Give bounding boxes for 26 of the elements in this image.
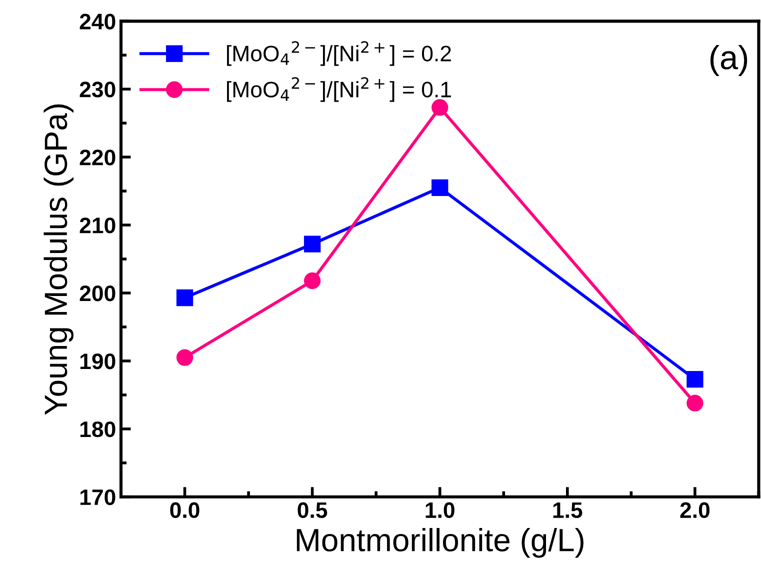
- y-tick-label: 200: [80, 286, 116, 302]
- x-tick-label: 2.0: [680, 502, 710, 518]
- point: [686, 394, 704, 412]
- x-axis-title: Montmorillonite (g/L): [296, 528, 584, 558]
- annotation: (a): [710, 44, 748, 76]
- point: [432, 179, 448, 196]
- point: [304, 272, 321, 290]
- x-tick-label: 0.0: [170, 502, 200, 518]
- y-tick-label: 240: [80, 14, 116, 30]
- legend-label: [MoO$_{4}$$^{2−}$]/[Ni$^{2+}$] = 0.2: [227, 41, 451, 66]
- point: [176, 289, 194, 306]
- y-tick-label: 220: [80, 150, 116, 166]
- y-tick-label: 190: [80, 353, 116, 370]
- y-axis-title: Young Modulus (GPa): [44, 104, 74, 415]
- y-tick-label: 170: [80, 489, 116, 506]
- point: [686, 370, 704, 388]
- x-tick-label: 1.5: [553, 502, 582, 518]
- legend-label: [MoO$_{4}$$^{2−}$]/[Ni$^{2+}$] = 0.1: [227, 77, 451, 102]
- point: [176, 349, 194, 366]
- y-tick-label: 230: [80, 82, 116, 98]
- point: [432, 99, 448, 116]
- x-tick-label: 0.5: [298, 502, 328, 518]
- y-tick-label: 180: [80, 421, 116, 438]
- y-tick-label: 210: [80, 218, 116, 234]
- x-tick-label: 1.0: [426, 502, 454, 518]
- point: [304, 236, 321, 252]
